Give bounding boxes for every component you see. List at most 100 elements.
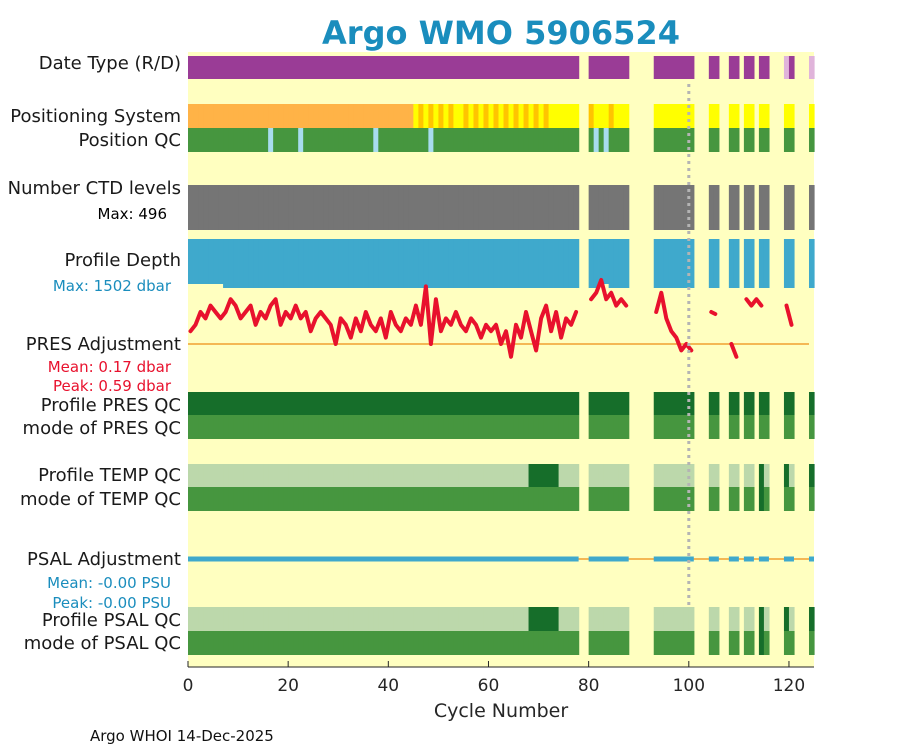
date-type-bar — [683, 56, 690, 79]
profile-depth-bar — [318, 239, 324, 288]
profile-temp-qc-bar — [223, 464, 229, 487]
mode-temp-qc-bar — [443, 487, 450, 511]
positioning-bar — [498, 104, 505, 128]
profile-depth-bar — [223, 239, 229, 288]
profile-psal-qc-bar — [308, 607, 314, 631]
mode-psal-qc-bar — [473, 631, 480, 655]
positioning-bar — [243, 104, 249, 128]
mode-pres-qc-bar — [318, 415, 324, 439]
mode-temp-qc-bar — [688, 487, 695, 511]
ctd-levels-bar — [288, 185, 294, 230]
date-type-bar — [388, 56, 394, 79]
profile-depth-bar — [453, 239, 460, 288]
profile-temp-qc-bar — [428, 464, 434, 487]
positioning-bar — [713, 104, 720, 128]
profile-temp-qc-bar — [593, 464, 600, 487]
ctd-levels-bar — [418, 185, 424, 230]
profile-temp-qc-bar — [473, 464, 480, 487]
mode-pres-qc-bar — [388, 415, 394, 439]
profile-pres-qc-bar — [288, 392, 294, 415]
position-qc-bar — [213, 128, 219, 152]
positioning-bar — [458, 104, 465, 128]
profile-temp-qc-bar — [748, 464, 755, 487]
ctd-levels-bar — [463, 185, 470, 230]
profile-temp-qc-bar — [568, 464, 575, 487]
position-qc-bar — [293, 128, 299, 152]
profile-psal-qc-bar — [403, 607, 409, 631]
profile-psal-qc-bar — [608, 607, 615, 631]
ctd-levels-bar — [503, 185, 510, 230]
profile-depth-bar — [688, 239, 695, 288]
profile-temp-qc-bar — [328, 464, 334, 487]
mode-temp-qc-bar — [493, 487, 500, 511]
position-qc-bar — [658, 128, 665, 152]
profile-psal-qc-bar — [743, 607, 750, 631]
ctd-levels-bar — [478, 185, 485, 230]
ctd-levels-bar — [743, 185, 750, 230]
positioning-bar — [443, 104, 450, 128]
ctd-levels-bar — [198, 185, 204, 230]
mode-psal-qc-bar — [348, 631, 354, 655]
profile-psal-qc-bar — [383, 607, 389, 631]
positioning-bar — [548, 104, 555, 128]
profile-pres-qc-bar — [568, 392, 575, 415]
profile-temp-qc-bar — [323, 464, 329, 487]
profile-depth-bar — [413, 239, 419, 288]
profile-depth-bar — [428, 239, 434, 288]
mode-psal-qc-bar — [413, 631, 419, 655]
profile-pres-qc-bar — [433, 392, 439, 415]
date-type-bar — [443, 56, 450, 79]
positioning-bar — [478, 104, 485, 128]
profile-temp-qc-bar — [358, 464, 364, 487]
profile-pres-qc-bar — [763, 392, 770, 415]
profile-psal-qc-bar — [333, 607, 339, 631]
mode-pres-qc-bar — [223, 415, 229, 439]
profile-depth-bar — [203, 239, 209, 284]
positioning-bar — [383, 104, 389, 128]
mode-psal-qc-bar — [388, 631, 394, 655]
date-type-bar — [548, 56, 555, 79]
profile-pres-qc-bar — [408, 392, 414, 415]
profile-psal-qc-bar — [573, 607, 580, 631]
mode-psal-qc-bar — [283, 631, 289, 655]
date-type-bar — [378, 56, 384, 79]
label-psal-mean: Mean: -0.00 PSU — [47, 574, 171, 592]
mode-temp-qc-bar — [783, 487, 790, 511]
profile-psal-qc-bar — [808, 607, 815, 631]
position-qc-bar — [428, 128, 434, 152]
mode-psal-qc-bar — [433, 631, 439, 655]
mode-psal-qc-bar — [538, 631, 545, 655]
mode-pres-qc-bar — [463, 415, 470, 439]
profile-psal-qc-bar — [513, 607, 520, 631]
position-qc-bar — [223, 128, 229, 152]
mode-temp-qc-bar — [313, 487, 319, 511]
ctd-levels-bar — [253, 185, 259, 230]
profile-depth-bar — [593, 239, 600, 288]
date-type-bar — [298, 56, 304, 79]
chart-bars — [188, 56, 815, 655]
profile-pres-qc-bar — [483, 392, 490, 415]
position-qc-bar — [488, 128, 495, 152]
position-qc-bar — [673, 128, 680, 152]
position-qc-bar — [593, 128, 600, 152]
mode-psal-qc-bar — [303, 631, 309, 655]
position-qc-bar — [273, 128, 279, 152]
positioning-bar — [188, 104, 194, 128]
profile-psal-qc-bar — [658, 607, 665, 631]
position-qc-bar — [728, 128, 735, 152]
profile-pres-qc-bar — [218, 392, 224, 415]
position-qc-bar — [588, 128, 595, 152]
ctd-levels-bar — [708, 185, 715, 230]
date-type-bar — [678, 56, 685, 79]
mode-temp-qc-bar — [213, 487, 219, 511]
profile-temp-qc-bar — [563, 464, 570, 487]
label-profile-psal-qc: Profile PSAL QC — [42, 610, 181, 631]
profile-pres-qc-bar — [328, 392, 334, 415]
profile-depth-bar — [658, 239, 665, 288]
position-qc-bar — [498, 128, 505, 152]
mode-pres-qc-bar — [243, 415, 249, 439]
position-qc-bar — [563, 128, 570, 152]
profile-depth-bar — [708, 239, 715, 288]
positioning-bar — [603, 104, 610, 128]
x-tick-label: 60 — [478, 676, 500, 696]
